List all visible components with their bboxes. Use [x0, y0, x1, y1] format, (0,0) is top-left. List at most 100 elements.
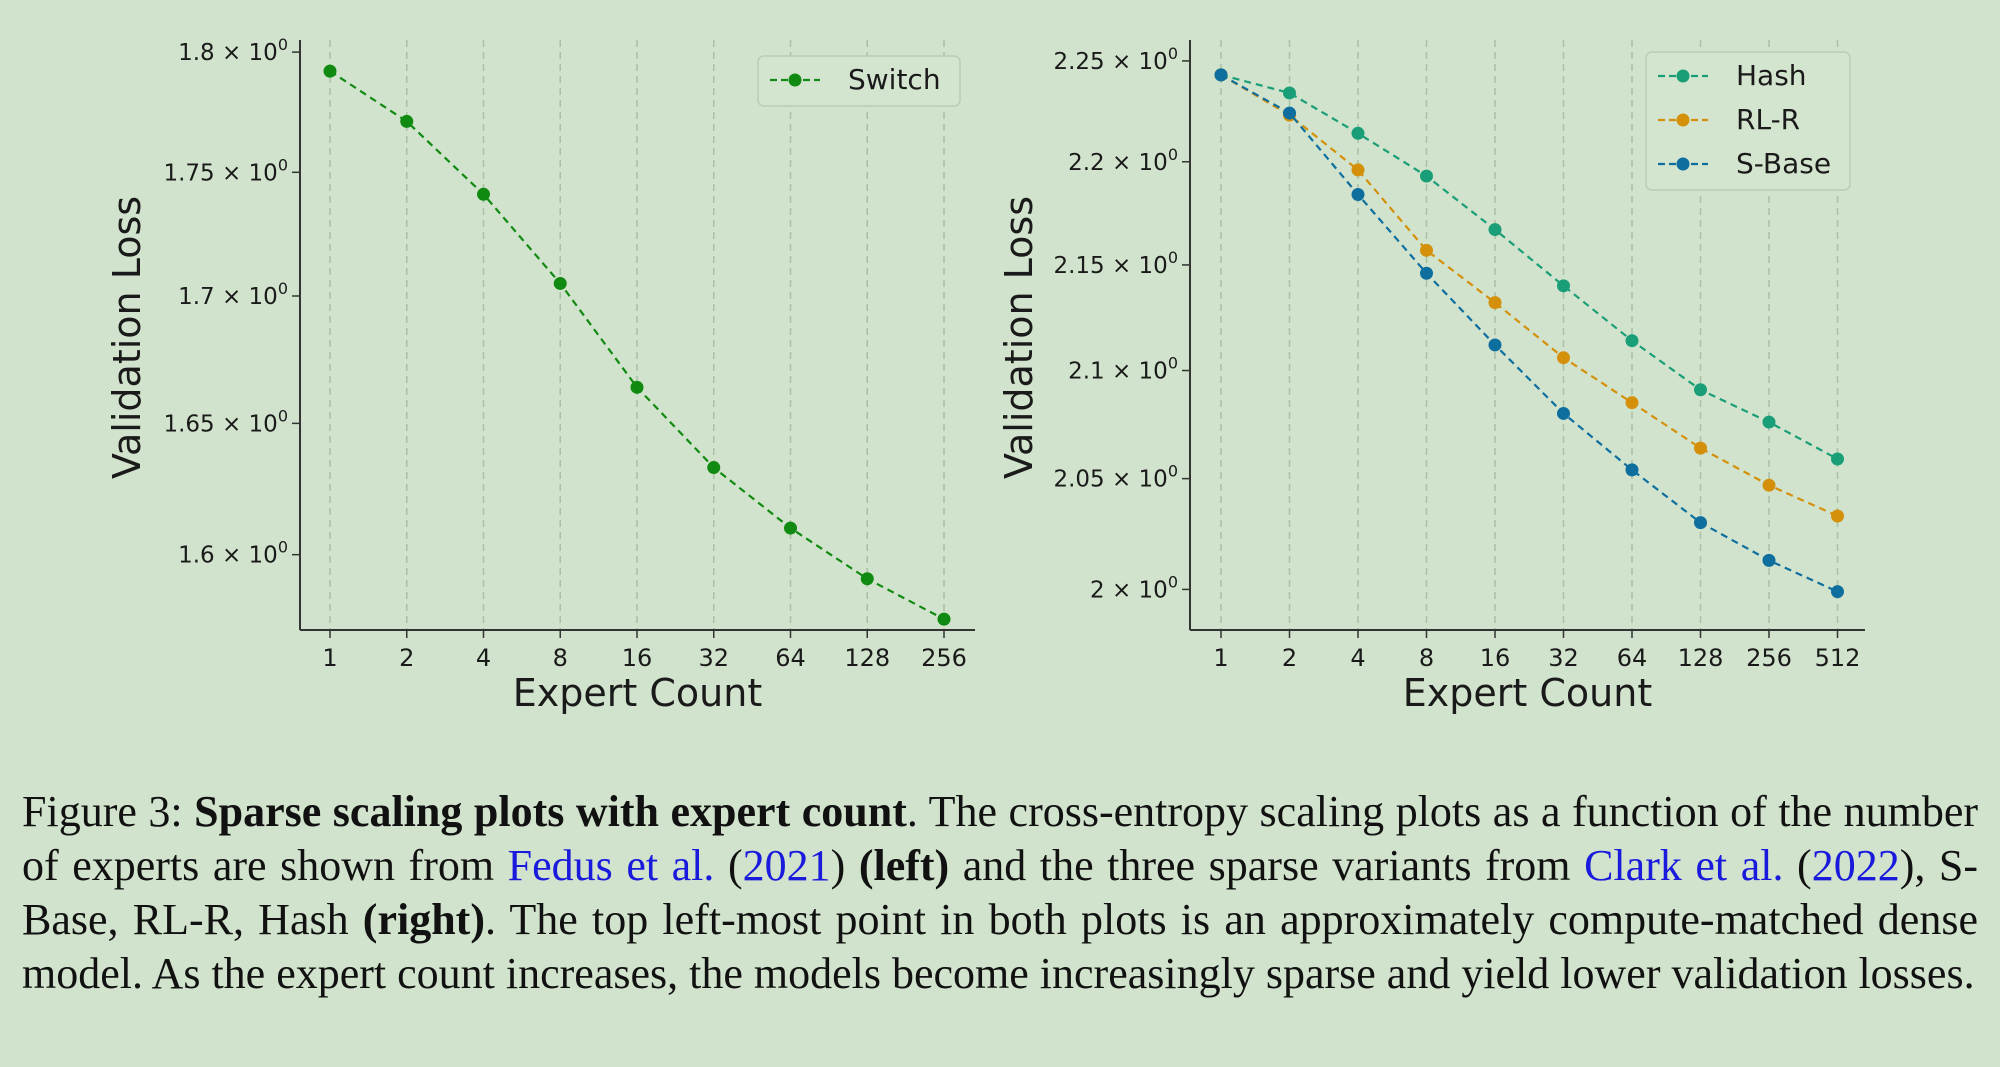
data-point	[1831, 585, 1844, 599]
data-point	[937, 612, 951, 626]
y-tick-label: 2.1 × 100	[1068, 354, 1178, 385]
data-point	[553, 276, 567, 290]
data-point	[1694, 441, 1707, 455]
caption-text-3: . The top left-most point in both plots …	[22, 895, 1978, 998]
x-axis-title: Expert Count	[513, 671, 762, 715]
x-tick-label: 128	[844, 644, 890, 672]
caption-left-label: (left)	[858, 841, 950, 890]
x-tick-label: 64	[775, 644, 806, 672]
y-tick-label: 2.25 × 100	[1053, 44, 1178, 75]
data-point	[1351, 126, 1365, 140]
data-point	[1831, 452, 1844, 466]
data-point	[1557, 406, 1570, 420]
data-point	[1351, 188, 1365, 202]
y-tick-label: 1.65 × 100	[163, 406, 288, 437]
x-tick-label: 32	[698, 644, 729, 672]
chart-right: 1 2 4 8 16 32 64 128 256 512 2.25 × 100 2.2 × 100 2.…	[997, 40, 1865, 715]
legend-marker	[1676, 113, 1690, 127]
citation-clark-year[interactable]: 2022	[1811, 841, 1900, 890]
legend-label: RL-R	[1736, 103, 1800, 136]
data-point	[1831, 509, 1844, 523]
series-line	[1220, 73, 1838, 593]
data-point	[1625, 463, 1639, 477]
x-tick-label: 4	[476, 644, 491, 672]
x-tick-label: 512	[1815, 644, 1861, 672]
y-tick-label: 2.2 × 100	[1068, 145, 1178, 176]
data-point	[1625, 396, 1639, 410]
y-tick-label: 1.7 × 100	[178, 279, 288, 310]
x-tick-label: 16	[622, 644, 653, 672]
data-point	[323, 64, 337, 78]
data-point	[1351, 163, 1365, 177]
data-point	[400, 114, 414, 128]
y-axis-title: Validation Loss	[105, 196, 149, 479]
x-tick-label: 256	[921, 644, 967, 672]
data-point	[1762, 415, 1776, 429]
legend-marker	[1676, 69, 1690, 83]
x-tick-label: 128	[1678, 644, 1724, 672]
data-point	[1557, 351, 1570, 365]
y-tick-label: 1.75 × 100	[163, 155, 288, 186]
legend-label: Switch	[848, 63, 941, 96]
series-line	[1220, 73, 1839, 460]
x-tick-label: 2	[1282, 644, 1297, 672]
citation-clark-close: ), S-Base, RL-R, Hash	[22, 841, 1979, 944]
legend-marker	[1676, 157, 1690, 171]
citation-clark-author[interactable]: Clark et al.	[1584, 841, 1784, 890]
data-point	[707, 461, 721, 475]
caption-text-1: The cross-entropy scaling plots as a fun…	[22, 787, 1979, 890]
x-tick-label: 1	[322, 644, 337, 672]
y-tick-label: 2.15 × 100	[1053, 248, 1178, 279]
data-point	[1420, 169, 1433, 183]
citation-clark-open: (	[1783, 841, 1812, 890]
y-tick-label: 2.05 × 100	[1053, 462, 1178, 493]
x-tick-label: 64	[1617, 644, 1648, 672]
data-point	[1762, 478, 1776, 492]
legend-label: S-Base	[1736, 147, 1831, 180]
x-tick-label: 32	[1548, 644, 1579, 672]
citation-fedus-year[interactable]: 2021	[742, 841, 831, 890]
y-axis-title: Validation Loss	[997, 196, 1041, 479]
data-point	[1488, 223, 1502, 237]
y-tick-label: 1.6 × 100	[178, 538, 288, 569]
data-point	[630, 380, 644, 394]
data-point	[1488, 338, 1502, 352]
legend-label: Hash	[1736, 59, 1807, 92]
caption-text-2: and the three sparse variants from	[949, 841, 1585, 890]
data-point	[1283, 106, 1296, 120]
series-line	[1220, 73, 1838, 518]
citation-fedus-open: (	[714, 841, 743, 890]
data-point	[1214, 68, 1228, 82]
x-tick-label: 8	[1419, 644, 1434, 672]
data-point	[477, 187, 490, 201]
data-point	[1557, 279, 1570, 293]
citation-fedus-author[interactable]: Fedus et al.	[507, 841, 715, 890]
chart-left: 1 2 4 8 16 32 64 128 256 1.8 × 100 1.75 × 100 1.7 ×…	[105, 35, 975, 715]
x-tick-label: 256	[1746, 644, 1792, 672]
y-tick-label: 1.8 × 100	[178, 35, 288, 66]
legend-box	[1645, 51, 1851, 191]
caption-text: Figure 3: Sparse scaling plots with expe…	[22, 785, 1978, 1001]
x-tick-label: 1	[1213, 644, 1228, 672]
legend-marker	[788, 73, 802, 87]
data-point	[1283, 86, 1296, 100]
y-tick-label: 2 × 100	[1090, 572, 1178, 603]
x-tick-label: 16	[1480, 644, 1511, 672]
caption-right-label: (right)	[362, 895, 485, 944]
x-axis-title: Expert Count	[1403, 671, 1652, 715]
caption-figure-label: Figure 3:	[22, 787, 183, 836]
caption-title-end: .	[906, 787, 918, 836]
data-point	[860, 572, 874, 586]
data-point	[1420, 266, 1433, 280]
citation-fedus-close: )	[830, 841, 859, 890]
data-point	[1625, 334, 1639, 348]
data-point	[1762, 553, 1776, 567]
figure-caption: Figure 3: Sparse scaling plots with expe…	[22, 785, 1978, 1001]
x-tick-label: 2	[399, 644, 414, 672]
legend-box	[757, 55, 961, 107]
x-tick-label: 8	[553, 644, 568, 672]
x-tick-label: 4	[1350, 644, 1365, 672]
data-point	[1694, 383, 1707, 397]
data-point	[1694, 516, 1707, 530]
